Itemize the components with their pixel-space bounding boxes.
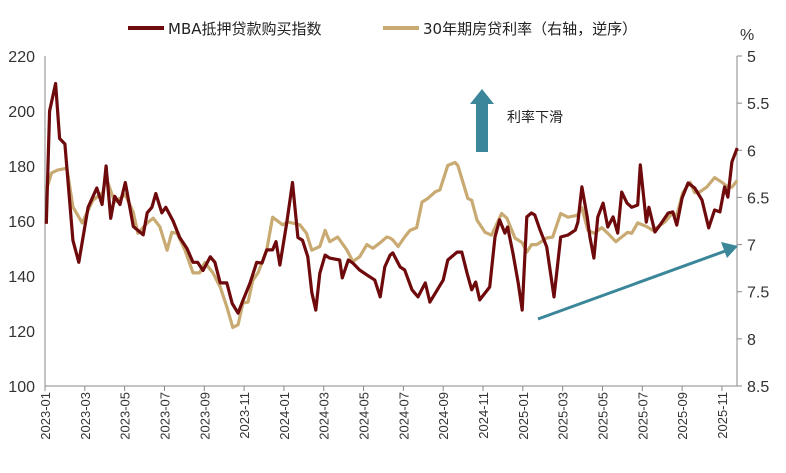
x-tick-label: 2025-05	[595, 392, 610, 440]
right-tick-label: 8.5	[747, 379, 769, 396]
trend-arrow	[537, 248, 729, 321]
left-tick-label: 200	[8, 104, 35, 121]
legend: MBA抵押贷款购买指数 30年期房贷利率（右轴，逆序）	[128, 20, 637, 38]
legend-label-mba: MBA抵押贷款购买指数	[168, 20, 322, 38]
legend-label-rate: 30年期房贷利率（右轴，逆序）	[423, 20, 637, 38]
left-tick-label: 160	[8, 214, 35, 231]
series-lines	[44, 81, 739, 330]
x-tick-label: 2024-09	[436, 392, 451, 440]
x-tick-label: 2023-05	[118, 392, 133, 440]
left-tick-label: 140	[8, 269, 35, 286]
trend-arrow-head	[721, 242, 738, 258]
x-tick-label: 2024-03	[317, 392, 332, 440]
x-tick-label: 2025-09	[675, 392, 690, 440]
x-tick-label: 2023-07	[157, 392, 172, 440]
left-tick-label: 180	[8, 159, 35, 176]
series-line-mba-index	[44, 81, 739, 315]
left-tick-label: 120	[8, 324, 35, 341]
x-tick-label: 2025-07	[635, 392, 650, 440]
right-tick-label: 7.5	[747, 285, 769, 302]
x-tick-label: 2024-11	[476, 392, 491, 439]
series-line-mortgage-rate	[44, 160, 739, 330]
right-tick-label: 5.5	[747, 96, 769, 113]
x-tick-label: 2025-01	[516, 392, 531, 440]
right-tick-label: 6.5	[747, 190, 769, 207]
left-tick-label: 100	[8, 379, 35, 396]
annotations: 利率下滑	[470, 89, 738, 321]
x-tick-label: 2023-01	[38, 392, 53, 440]
right-tick-label: 7	[747, 238, 756, 255]
right-tick-label: 6	[747, 143, 756, 160]
right-axis-unit: %	[740, 27, 754, 44]
rate-decline-arrow	[470, 89, 494, 152]
axes: 100 120 140 160 180 200 220 5 5.5 6 6.5 7 7.5 8 8.5 202…	[8, 49, 769, 440]
x-tick-label: 2024-05	[357, 392, 372, 440]
x-tick-label: 2023-11	[237, 392, 252, 439]
x-tick-label: 2024-07	[396, 392, 411, 440]
right-tick-label: 8	[747, 332, 756, 349]
x-tick-label: 2025-03	[556, 392, 571, 440]
left-tick-label: 220	[8, 49, 35, 66]
x-tick-label: 2023-09	[197, 392, 212, 440]
x-tick-label: 2024-01	[277, 392, 292, 440]
x-tick-label: 2025-11	[715, 392, 730, 439]
x-tick-label: 2023-03	[78, 392, 93, 440]
rate-decline-label: 利率下滑	[507, 109, 563, 126]
right-tick-label: 5	[747, 49, 756, 66]
